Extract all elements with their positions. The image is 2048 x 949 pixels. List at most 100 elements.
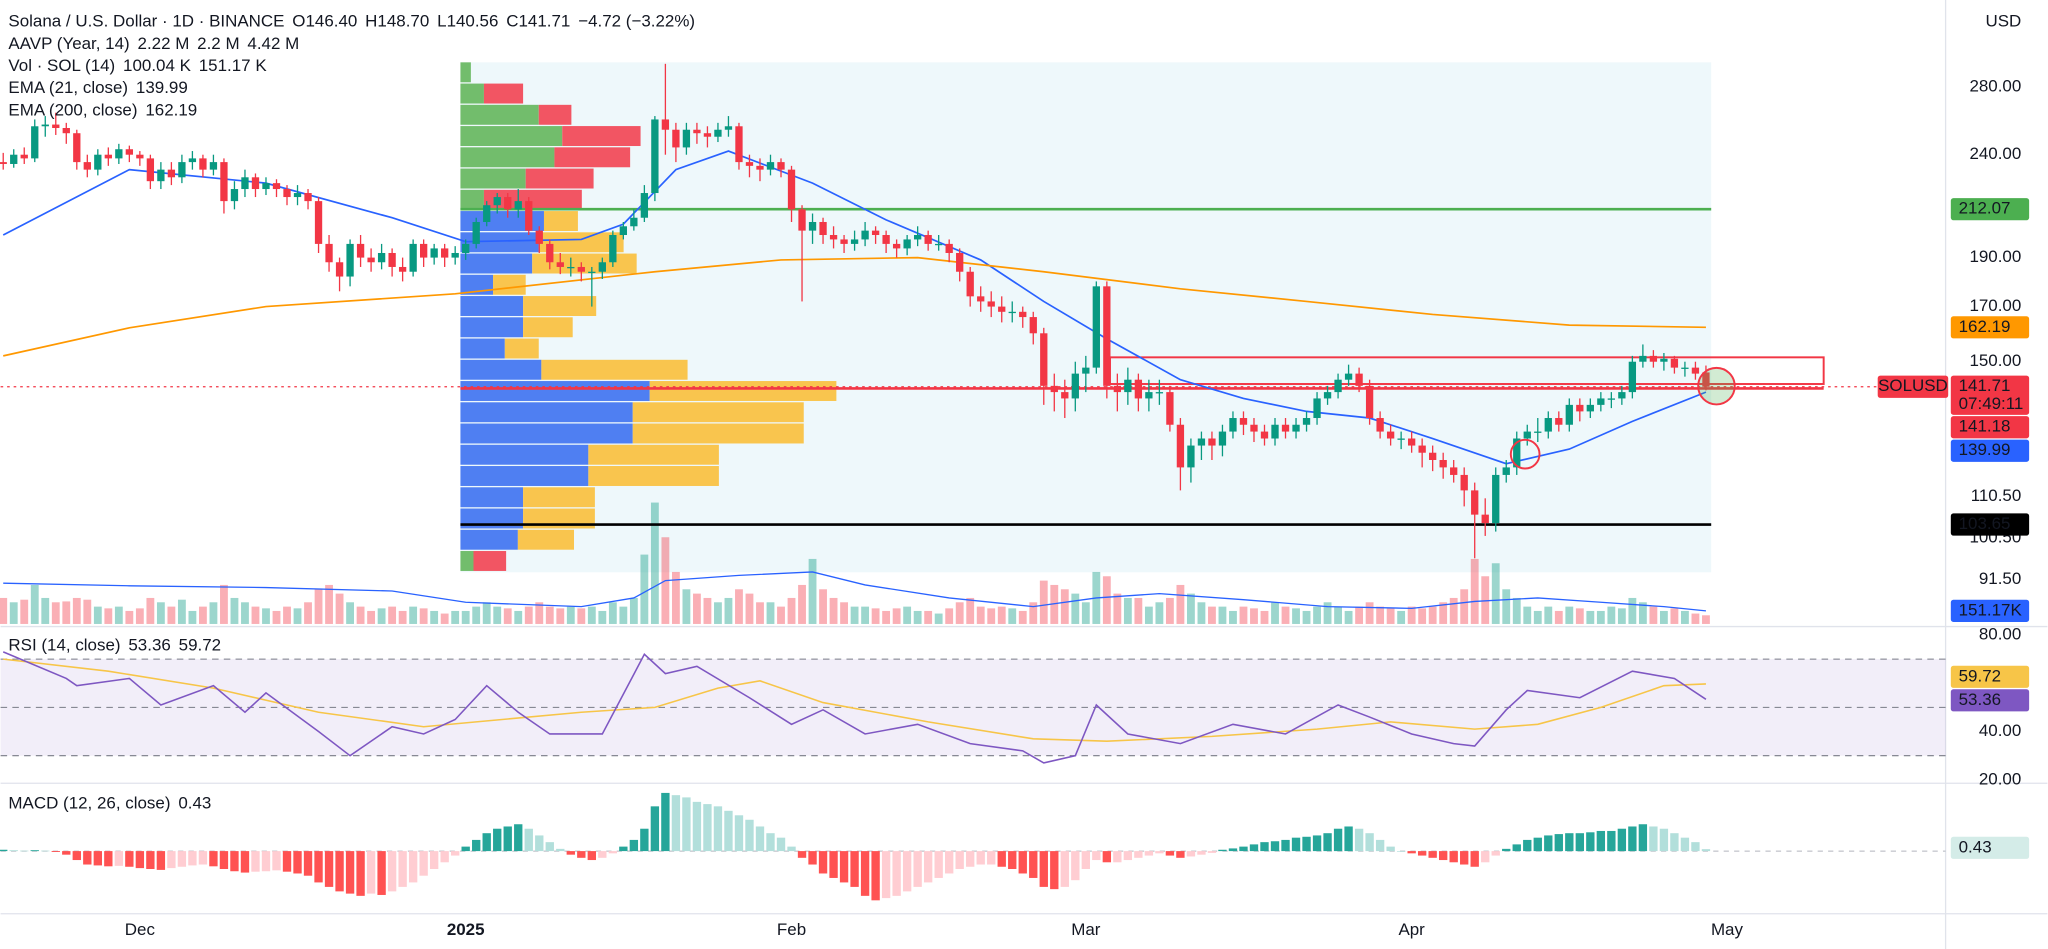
last-price-tag: 141.71 (1959, 376, 2011, 395)
volume-bar (1260, 610, 1269, 624)
macd-bar (1680, 837, 1690, 852)
macd-bar (314, 851, 323, 883)
macd-bar (692, 801, 702, 852)
macd-bar (1575, 833, 1584, 852)
volume-bar (346, 602, 354, 624)
macd-bar (20, 850, 29, 852)
macd-bar (1102, 851, 1112, 863)
volume-bar (808, 558, 817, 624)
volume-bar (430, 610, 439, 624)
profile-down (517, 529, 575, 550)
macd-bar (1407, 851, 1416, 854)
y-tick-label: 150.00 (1969, 351, 2021, 370)
macd-bar (881, 851, 891, 899)
macd-bar (640, 828, 649, 852)
candle-body (94, 154, 102, 170)
volume-bar (9, 602, 18, 624)
volume-bar (1365, 602, 1374, 624)
volume-bar (262, 608, 270, 624)
y-tick-label: 190.00 (1969, 247, 2021, 266)
macd-bar (387, 851, 397, 892)
candle-body (335, 262, 344, 277)
macd-bar (1092, 851, 1101, 861)
volume-bar (104, 608, 113, 624)
macd-bar (535, 835, 544, 852)
macd-bar (545, 842, 554, 852)
volume-bar (629, 597, 638, 624)
symbol-tag: SOLUSD (1878, 376, 1948, 395)
candle-body (304, 193, 312, 202)
volume-bar (966, 597, 975, 624)
volume-bar (1491, 563, 1500, 624)
candle-body (956, 252, 964, 272)
profile-up (460, 189, 484, 210)
volume-bar (1144, 606, 1153, 624)
volume-bar (1334, 606, 1342, 624)
candle-body (441, 248, 449, 258)
macd-bar (619, 846, 628, 852)
macd-bar (1386, 846, 1395, 852)
volume-bar (30, 584, 39, 624)
macd-bar (261, 851, 271, 872)
macd-bar (429, 851, 439, 869)
macd-bar (1428, 851, 1437, 858)
candle-body (209, 162, 218, 170)
macd-bar (0, 849, 8, 852)
macd-bar (1165, 851, 1175, 856)
profile-down (541, 359, 688, 380)
volume-bar (756, 602, 764, 624)
ema-tag-box (1950, 439, 2030, 462)
macd-bar (1449, 851, 1458, 863)
volume-bar (1344, 610, 1353, 624)
macd-bar (1081, 851, 1090, 869)
profile-down (523, 487, 595, 508)
legend-value: 100.04 K (123, 56, 192, 75)
profile-up (460, 296, 524, 316)
macd-bar (345, 851, 355, 894)
candle-body (640, 193, 649, 218)
macd-bar (219, 851, 229, 869)
legend-name: AAVP (Year, 14) (8, 34, 129, 53)
volume-bar (472, 606, 481, 624)
candle-body (766, 162, 775, 170)
profile-down (538, 104, 572, 125)
candle-body (409, 243, 417, 272)
legend-value: 139.99 (136, 78, 188, 97)
volume-bar (1102, 576, 1111, 624)
volume-bar (1649, 606, 1658, 624)
candle-body (157, 169, 165, 182)
candle-body (525, 201, 533, 231)
volume-bar (829, 597, 838, 624)
volume-bar (72, 597, 81, 624)
ema-tag-box (1950, 316, 2030, 339)
macd-bar (524, 828, 533, 852)
profile-region (460, 62, 1712, 573)
volume-ma (3, 571, 1707, 612)
macd-bar (1544, 835, 1553, 852)
macd-bar (661, 792, 670, 852)
last-price-tag-box (1950, 375, 2030, 415)
volume-bar (230, 597, 239, 624)
volume-bar (1565, 606, 1574, 624)
candle-body (1092, 286, 1100, 368)
candle-body (262, 183, 270, 190)
candle-body (1471, 490, 1479, 515)
candle-body (1061, 392, 1069, 399)
candle-body (20, 154, 28, 159)
macd-bar (398, 851, 407, 887)
volume-bar (1386, 608, 1395, 624)
macd-bar (734, 815, 744, 852)
profile-up (460, 147, 555, 168)
candle-body (1639, 355, 1647, 362)
volume-bar (0, 597, 8, 624)
candle-body (230, 189, 239, 202)
x-tick-label: Dec (125, 920, 156, 939)
candle-body (504, 197, 512, 210)
macd-bar (1533, 837, 1542, 852)
volume-bar (409, 606, 418, 624)
candle-body (1670, 358, 1679, 368)
macd-bar (1123, 851, 1133, 861)
macd-bar (997, 851, 1006, 867)
candle-body (41, 124, 49, 127)
